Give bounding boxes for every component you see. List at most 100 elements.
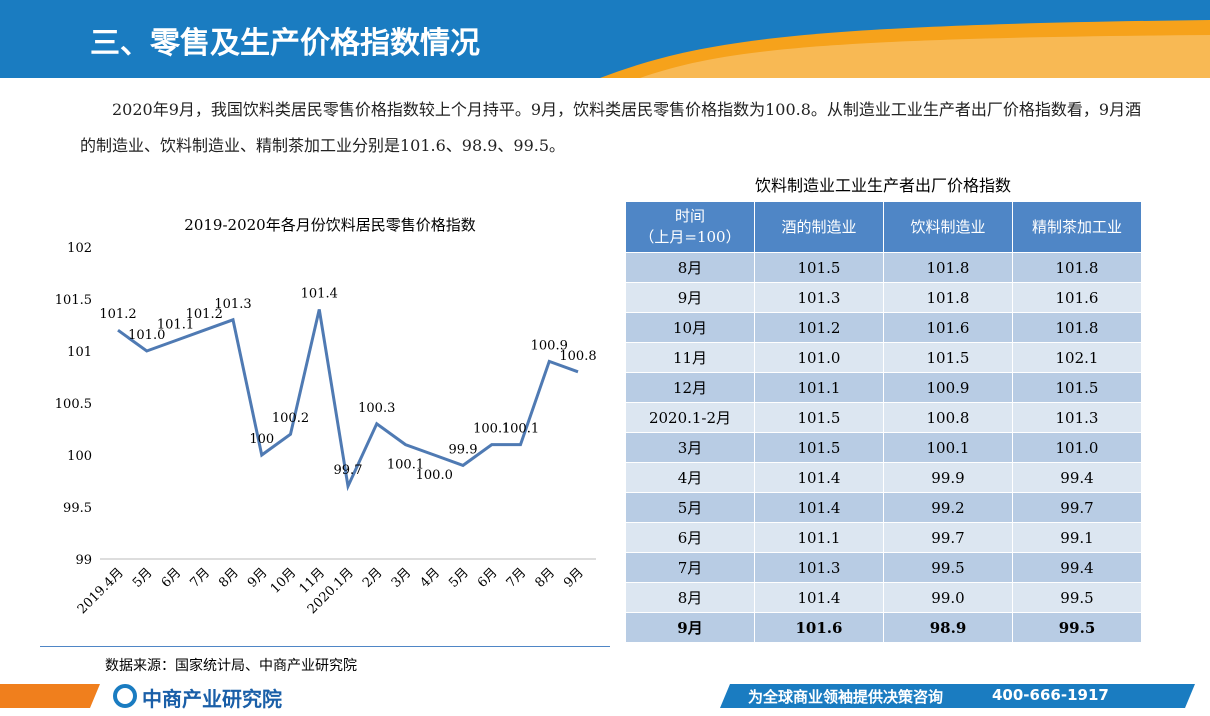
table-row: 9月 101.3 101.8 101.6 [625, 282, 1142, 313]
table-row: 8月 101.4 99.0 99.5 [625, 582, 1142, 613]
logo: 中商产业研究院 [142, 687, 282, 711]
table-cell: 101.4 [754, 462, 884, 493]
y-tick-label: 101 [67, 345, 92, 360]
y-tick-label: 99 [75, 553, 92, 568]
table-cell: 101.3 [754, 552, 884, 583]
table-cell: 102.1 [1012, 342, 1142, 373]
data-label: 100 [249, 432, 274, 447]
footer-bar [0, 684, 1195, 708]
x-tick-label: 2019.4月 [75, 565, 127, 617]
table-cell: 99.5 [1012, 612, 1142, 643]
table-cell: 101.5 [883, 342, 1013, 373]
table-cell: 7月 [625, 552, 755, 583]
table-row: 2020.1-2月 101.5 100.8 101.3 [625, 402, 1142, 433]
table-cell: 99.1 [1012, 522, 1142, 553]
table-cell: 3月 [625, 432, 755, 463]
table: 时间 （上月=100） 酒的制造业 饮料制造业 精制茶加工业 8月 101.5 101.8 1… [625, 201, 1142, 643]
data-label: 101.3 [214, 297, 251, 312]
table-cell: 99.7 [1012, 492, 1142, 523]
table-cell: 99.4 [1012, 552, 1142, 583]
data-label: 100.1 [502, 422, 539, 437]
table-cell: 4月 [625, 462, 755, 493]
table-cell: 100.1 [883, 432, 1013, 463]
y-tick-label: 99.5 [63, 501, 92, 516]
data-label: 100.1 [473, 422, 510, 437]
table-cell: 101.0 [754, 342, 884, 373]
table-cell: 101.3 [1012, 402, 1142, 433]
table-row: 12月 101.1 100.9 101.5 [625, 372, 1142, 403]
table-cell: 99.5 [883, 552, 1013, 583]
table-row: 8月 101.5 101.8 101.8 [625, 252, 1142, 283]
table-cell: 9月 [625, 612, 755, 643]
table-cell: 101.6 [883, 312, 1013, 343]
header-cell: 时间 （上月=100） [625, 201, 755, 253]
table-cell: 99.7 [883, 522, 1013, 553]
table-cell: 101.8 [883, 252, 1013, 283]
table-cell: 99.4 [1012, 462, 1142, 493]
table-cell: 99.5 [1012, 582, 1142, 613]
table-cell: 101.4 [754, 492, 884, 523]
phone: 400-666-1917 [992, 686, 1109, 704]
data-label: 101.0 [128, 328, 165, 343]
header-row: 时间 （上月=100） 酒的制造业 饮料制造业 精制茶加工业 [625, 201, 1142, 253]
table-cell: 101.8 [883, 282, 1013, 313]
x-tick-label: 2月 [360, 565, 386, 591]
header-bar [0, 0, 1210, 78]
x-tick-label: 7月 [504, 565, 530, 591]
x-tick-label: 5月 [446, 565, 472, 591]
y-tick-label: 101.5 [55, 293, 92, 308]
table-cell: 101.1 [754, 372, 884, 403]
x-tick-label: 8月 [532, 565, 558, 591]
table-cell: 100.9 [883, 372, 1013, 403]
header-cell: 饮料制造业 [883, 201, 1013, 253]
table-title: 饮料制造业工业生产者出厂价格指数 [754, 176, 1011, 195]
table-cell: 101.5 [754, 432, 884, 463]
table-cell: 101.3 [754, 282, 884, 313]
x-tick-label: 9月 [561, 565, 587, 591]
table-cell: 101.0 [1012, 432, 1142, 463]
x-tick-label: 4月 [417, 565, 443, 591]
x-tick-label: 9月 [245, 565, 271, 591]
table-cell: 101.5 [1012, 372, 1142, 403]
table-cell: 99.9 [883, 462, 1013, 493]
header-cell: 酒的制造业 [754, 201, 884, 253]
table-cell: 101.8 [1012, 252, 1142, 283]
table-cell: 2020.1-2月 [625, 402, 755, 433]
data-label: 100.8 [559, 349, 596, 364]
table-cell: 98.9 [883, 612, 1013, 643]
source: 数据来源：国家统计局、中商产业研究院 [105, 658, 357, 674]
table-cell: 8月 [625, 582, 755, 613]
data-label: 100.2 [272, 411, 309, 426]
table-cell: 10月 [625, 312, 755, 343]
table-cell: 101.4 [754, 582, 884, 613]
header-cell: 精制茶加工业 [1012, 201, 1142, 253]
data-label: 101.4 [301, 286, 338, 301]
x-tick-label: 8月 [216, 565, 242, 591]
data-label: 99.7 [334, 463, 363, 478]
table-row: 3月 101.5 100.1 101.0 [625, 432, 1142, 463]
data-label: 99.9 [449, 442, 478, 457]
data-label: 100.1 [387, 458, 424, 473]
x-tick-label: 6月 [475, 565, 501, 591]
table-cell: 5月 [625, 492, 755, 523]
table-cell: 101.2 [754, 312, 884, 343]
table-row: 7月 101.3 99.5 99.4 [625, 552, 1142, 583]
table-cell: 101.5 [754, 252, 884, 283]
y-tick-label: 100 [67, 449, 92, 464]
data-label: 100.0 [416, 468, 453, 483]
x-tick-label: 7月 [187, 565, 213, 591]
x-tick-label: 10月 [268, 565, 299, 596]
line [117, 309, 579, 492]
table-cell: 100.8 [883, 402, 1013, 433]
table-cell: 8月 [625, 252, 755, 283]
table-cell: 101.8 [1012, 312, 1142, 343]
paragraph: 2020年9月，我国饮料类居民零售价格指数较上个月持平。9月，饮料类居民零售价格… [80, 100, 1142, 155]
data-label: 100.9 [531, 338, 568, 353]
x-tick-label: 3月 [389, 565, 415, 591]
table-row: 10月 101.2 101.6 101.8 [625, 312, 1142, 343]
y-tick-label: 102 [67, 241, 92, 256]
table-row: 6月 101.1 99.7 99.1 [625, 522, 1142, 553]
data-label: 101.1 [157, 318, 194, 333]
data-label: 101.2 [99, 307, 136, 322]
